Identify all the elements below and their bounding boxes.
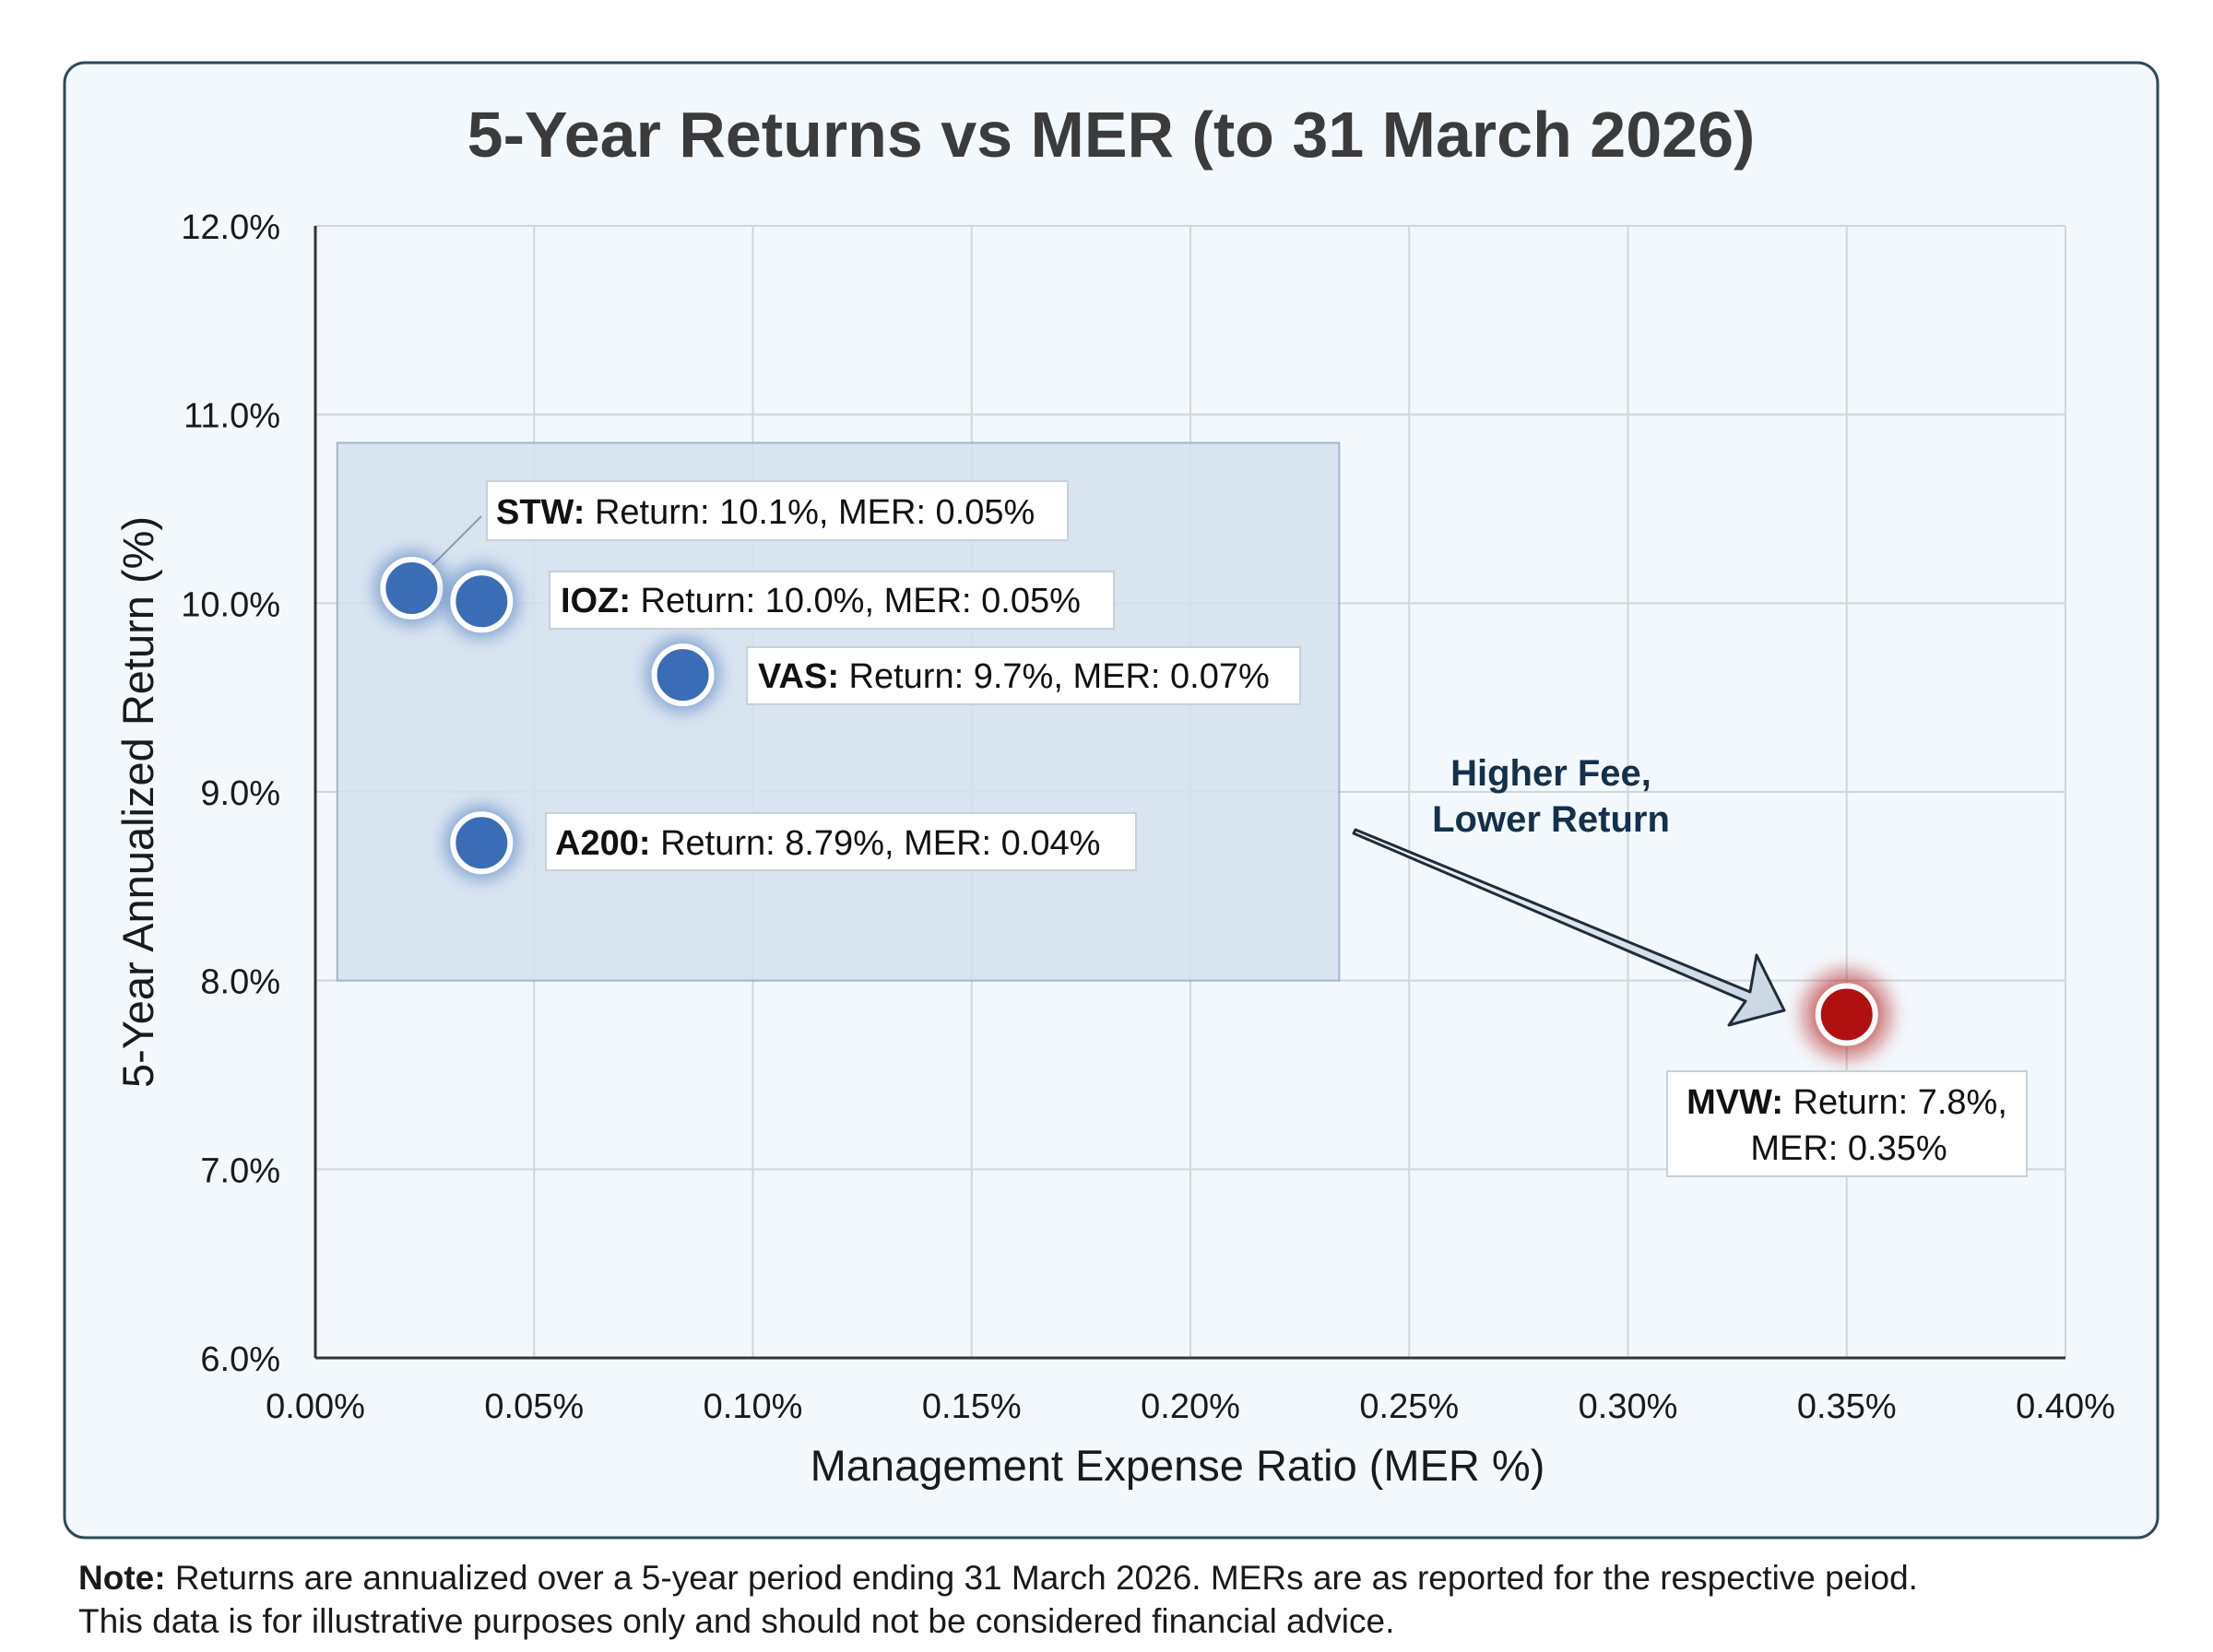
data-point-ioz (450, 570, 514, 633)
data-points (374, 550, 1889, 1057)
y-tick-label: 8.0% (200, 963, 280, 1002)
svg-text:A200: Return: 8.79%, MER: 0.04: A200: Return: 8.79%, MER: 0.04% (555, 824, 1100, 863)
data-label-mvw: MVW: Return: 7.8%, MER: 0.35% (1666, 1070, 2028, 1177)
y-tick-label: 12.0% (181, 208, 280, 247)
y-tick-label: 6.0% (200, 1340, 280, 1379)
data-point-vas (651, 643, 715, 707)
x-tick-label: 0.05% (484, 1387, 584, 1426)
axes (314, 226, 2065, 1360)
footnote-line-2: This data is for illustrative purposes o… (78, 1602, 1395, 1640)
data-label-stw-ticker: STW (496, 493, 574, 532)
y-tick-label: 7.0% (200, 1151, 280, 1190)
data-label-a200-text: Return: 8.79%, MER: 0.04% (660, 824, 1100, 863)
footnote-label: Note: (78, 1559, 166, 1597)
x-tick-label: 0.35% (1797, 1387, 1897, 1426)
svg-text:VAS: Return: 9.7%, MER: 0.07%: VAS: Return: 9.7%, MER: 0.07% (758, 657, 1270, 696)
x-axis-label: Management Expense Ratio (MER %) (811, 1441, 1545, 1490)
y-tick-label: 11.0% (183, 397, 280, 436)
data-label-vas-text: Return: 9.7%, MER: 0.07% (849, 657, 1270, 696)
y-tick-labels: 6.0% 7.0% 8.0% 9.0% 10.0% 11.0% 12.0% (181, 208, 280, 1379)
data-label-mvw-text-2: MER: 0.35% (1750, 1129, 1947, 1168)
data-label-vas-ticker: VAS (758, 657, 827, 696)
x-tick-label: 0.20% (1141, 1387, 1240, 1426)
data-label-mvw-text: Return: 7.8%, (1793, 1083, 2007, 1122)
y-tick-label: 9.0% (200, 774, 280, 813)
x-tick-label: 0.30% (1579, 1387, 1678, 1426)
footnote-text-1: Returns are annualized over a 5-year per… (174, 1559, 1918, 1597)
data-label-a200: A200: Return: 8.79%, MER: 0.04% (545, 812, 1137, 871)
footnote: Note: Returns are annualized over a 5-ye… (78, 1556, 2162, 1643)
data-label-ioz-text: Return: 10.0%, MER: 0.05% (641, 582, 1081, 620)
svg-text:STW: Return: 10.1%, MER: 0.05%: STW: Return: 10.1%, MER: 0.05% (496, 493, 1035, 532)
x-tick-label: 0.40% (2016, 1387, 2115, 1426)
svg-text:MVW: Return: 7.8%,: MVW: Return: 7.8%, (1686, 1083, 2007, 1122)
data-label-stw-text: Return: 10.1%, MER: 0.05% (595, 493, 1035, 532)
x-tick-label: 0.00% (266, 1387, 365, 1426)
annotation-arrow (1352, 828, 1786, 1027)
data-label-ioz: IOZ: Return: 10.0%, MER: 0.05% (549, 571, 1115, 630)
data-label-vas: VAS: Return: 9.7%, MER: 0.07% (746, 646, 1301, 705)
data-point-mvw (1815, 983, 1878, 1046)
data-point-stw (380, 556, 444, 620)
data-label-stw: STW: Return: 10.1%, MER: 0.05% (486, 480, 1069, 541)
data-label-ioz-ticker: IOZ (561, 582, 619, 620)
x-tick-label: 0.10% (704, 1387, 803, 1426)
x-tick-label: 0.25% (1359, 1387, 1459, 1426)
data-label-a200-ticker: A200 (555, 824, 639, 863)
y-axis-label: 5-Year Annualized Return (%) (113, 516, 162, 1088)
data-label-mvw-ticker: MVW (1686, 1083, 1772, 1122)
chart-title: 5-Year Returns vs MER (to 31 March 2026) (467, 99, 1756, 171)
annotation-line-1: Higher Fee, (1450, 753, 1651, 794)
y-tick-label: 10.0% (181, 585, 280, 624)
x-tick-labels: 0.00% 0.05% 0.10% 0.15% 0.20% 0.25% 0.30% 0.35%… (266, 1387, 2115, 1426)
x-tick-label: 0.15% (922, 1387, 1022, 1426)
annotation-line-2: Lower Return (1432, 799, 1670, 840)
footnote-line-1: Note: Returns are annualized over a 5-ye… (78, 1556, 2162, 1599)
data-point-a200 (450, 811, 514, 875)
svg-text:IOZ: Return: 10.0%, MER: 0.05%: IOZ: Return: 10.0%, MER: 0.05% (561, 582, 1081, 620)
